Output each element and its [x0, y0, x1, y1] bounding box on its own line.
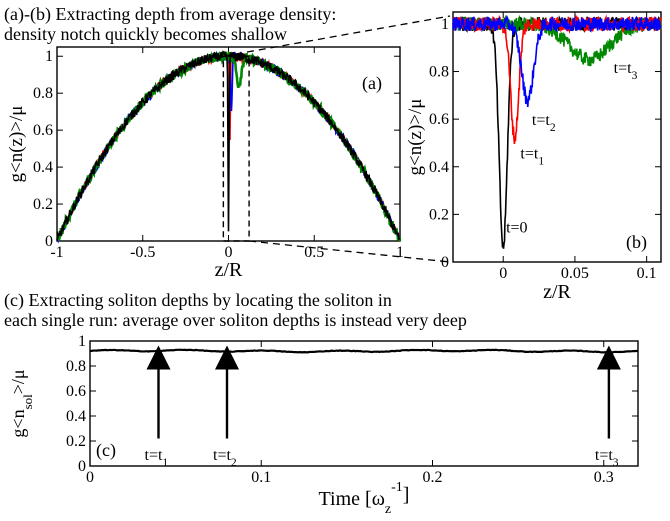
x-axis-label-c: Time [ωz-1]: [319, 480, 410, 517]
x-tick-label: 0.1: [251, 469, 271, 486]
y-tick-label: 0.2: [429, 206, 449, 223]
zoom-line-top: [223, 15, 451, 57]
annotation-0: t=0: [506, 219, 527, 236]
x-tick-label: 0.05: [561, 265, 589, 282]
panel-label-a: (a): [362, 73, 382, 94]
caption-c-line1: (c) Extracting soliton depths by locatin…: [4, 290, 392, 310]
y-axis-label-a: g<n(z)>/μ: [6, 106, 27, 183]
chart-c: 0 0.1 0.2 0.3 0 0.2 0.4 0.6 0.8 1 t=t1 t=t2 t=t3 (c) T…: [8, 333, 639, 517]
y-tick-label: 0.4: [66, 408, 86, 425]
y-tick-label: 0.6: [66, 383, 86, 400]
x-tick-label: 1: [396, 244, 404, 261]
plot-frame: [452, 11, 662, 263]
y-tick-label: 0: [45, 233, 53, 250]
annotation-3: t=t3: [614, 60, 638, 82]
caption-c-line2: each single run: average over soliton de…: [4, 310, 467, 330]
y-tick-label: 1: [45, 48, 53, 65]
series-line-t-0: [452, 15, 662, 249]
x-tick-label: -1: [50, 244, 63, 261]
series-line-t-0: [56, 50, 401, 241]
x-tick-label: 0.2: [423, 469, 443, 486]
y-tick-label: 0: [78, 458, 86, 475]
y-tick-label: 0.4: [429, 159, 449, 176]
x-tick-label: 0.3: [594, 469, 614, 486]
y-axis-label-c: g<nsol>/μ: [8, 369, 35, 437]
y-tick-label: 0.2: [66, 433, 86, 450]
zoom-line-bottom: [249, 240, 451, 263]
y-tick-label: 0.6: [33, 122, 53, 139]
series-line-t-t2: [452, 14, 662, 108]
x-tick-label: -0.5: [130, 244, 155, 261]
zoom-connector-lines: [223, 15, 451, 263]
annotation-1: t=t1: [520, 145, 544, 167]
zoom-box: [222, 55, 250, 242]
panel-label-c: (c): [96, 440, 116, 461]
x-axis-label-a: z/R: [215, 259, 243, 281]
arrow-label-0: t=t1: [145, 447, 169, 469]
y-tick-label: 0.8: [429, 64, 449, 81]
x-tick-label: 0: [499, 265, 507, 282]
y-tick-label: 0.6: [429, 111, 449, 128]
x-axis-label-b: z/R: [543, 281, 571, 303]
plot-frame: [89, 340, 639, 467]
caption-ab-line1: (a)-(b) Extracting depth from average de…: [4, 4, 337, 24]
chart-a: -1 -0.5 0 0.5 1 0 0.2 0.4 0.6 0.8 1 (a) z/R g<n(z)>/μ: [6, 46, 404, 281]
annotation-2: t=t2: [532, 112, 556, 134]
caption-ab-line2: density notch quickly becomes shallow: [4, 24, 287, 44]
y-axis-label-b: g<n(z)>/μ: [405, 99, 426, 176]
x-tick-label: 0: [225, 244, 233, 261]
arrow-label-2: t=t3: [595, 447, 619, 469]
y-tick-label: 0.2: [33, 196, 53, 213]
arrow-label-1: t=t2: [213, 447, 237, 469]
y-tick-label: 0.8: [66, 358, 86, 375]
series-line-soliton-depth: [89, 348, 639, 354]
x-tick-label: 0.1: [637, 265, 657, 282]
x-tick-label: 0: [86, 469, 94, 486]
y-tick-label: 0: [441, 254, 449, 271]
chart-b: 0 0.05 0.1 0 0.2 0.4 0.6 0.8 1 t=0 t=t1 t=t2 t=t3 (b)…: [405, 11, 662, 303]
y-tick-label: 1: [441, 16, 449, 33]
x-tick-label: 0.5: [304, 244, 324, 261]
y-tick-label: 0.4: [33, 159, 53, 176]
panel-label-b: (b): [626, 232, 647, 253]
y-tick-label: 0.8: [33, 85, 53, 102]
y-tick-label: 1: [78, 333, 86, 350]
